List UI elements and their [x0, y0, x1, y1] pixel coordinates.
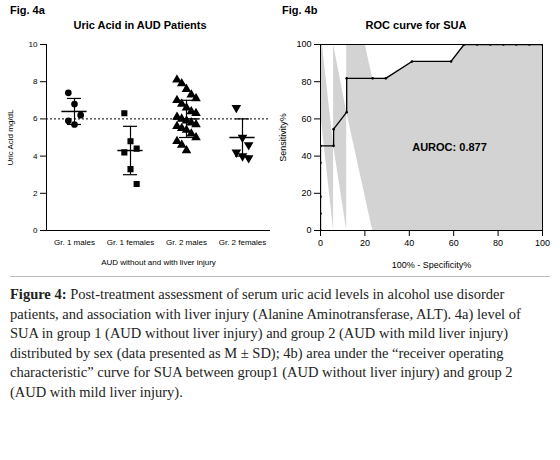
svg-text:100% - Specificity%: 100% - Specificity% [392, 260, 472, 270]
svg-text:0: 0 [318, 238, 323, 248]
svg-text:AUD without and with liver inj: AUD without and with liver injury [101, 258, 216, 267]
svg-text:Uric Acid mg/dL: Uric Acid mg/dL [6, 109, 15, 166]
svg-text:6: 6 [33, 114, 38, 123]
svg-text:0: 0 [306, 225, 311, 235]
svg-text:20: 20 [360, 238, 370, 248]
svg-text:100: 100 [535, 238, 550, 248]
svg-text:60: 60 [449, 238, 459, 248]
html-text:Figure 4: Post-treatment asses: Figure 4: Post-treatment assessment of s… [10, 286, 521, 400]
svg-text:80: 80 [493, 238, 503, 248]
svg-text:AUROC: 0.877: AUROC: 0.877 [412, 141, 487, 153]
html-text:Uric Acid in AUD Patients: Uric Acid in AUD Patients [73, 19, 207, 31]
svg-text:8: 8 [33, 77, 38, 86]
svg-text:10: 10 [29, 40, 38, 49]
svg-text:4: 4 [33, 152, 38, 161]
svg-text:Gr. 1 males: Gr. 1 males [54, 238, 95, 247]
svg-text:20: 20 [301, 188, 311, 198]
svg-text:Gr. 2 males: Gr. 2 males [166, 238, 207, 247]
svg-text:80: 80 [301, 77, 311, 87]
html-text:Fig. 4b: Fig. 4b [282, 4, 318, 16]
svg-text:0: 0 [33, 226, 38, 235]
svg-text:Gr. 2 females: Gr. 2 females [219, 238, 267, 247]
svg-text:Gr. 1 females: Gr. 1 females [107, 238, 155, 247]
svg-text:Sensitivity%: Sensitivity% [278, 113, 288, 162]
html-text:Fig. 4a: Fig. 4a [10, 4, 45, 16]
svg-text:100: 100 [296, 39, 311, 49]
svg-text:40: 40 [404, 238, 414, 248]
html-text:ROC curve for SUA: ROC curve for SUA [365, 19, 467, 31]
svg-text:40: 40 [301, 151, 311, 161]
svg-text:2: 2 [33, 189, 38, 198]
svg-text:60: 60 [301, 114, 311, 124]
